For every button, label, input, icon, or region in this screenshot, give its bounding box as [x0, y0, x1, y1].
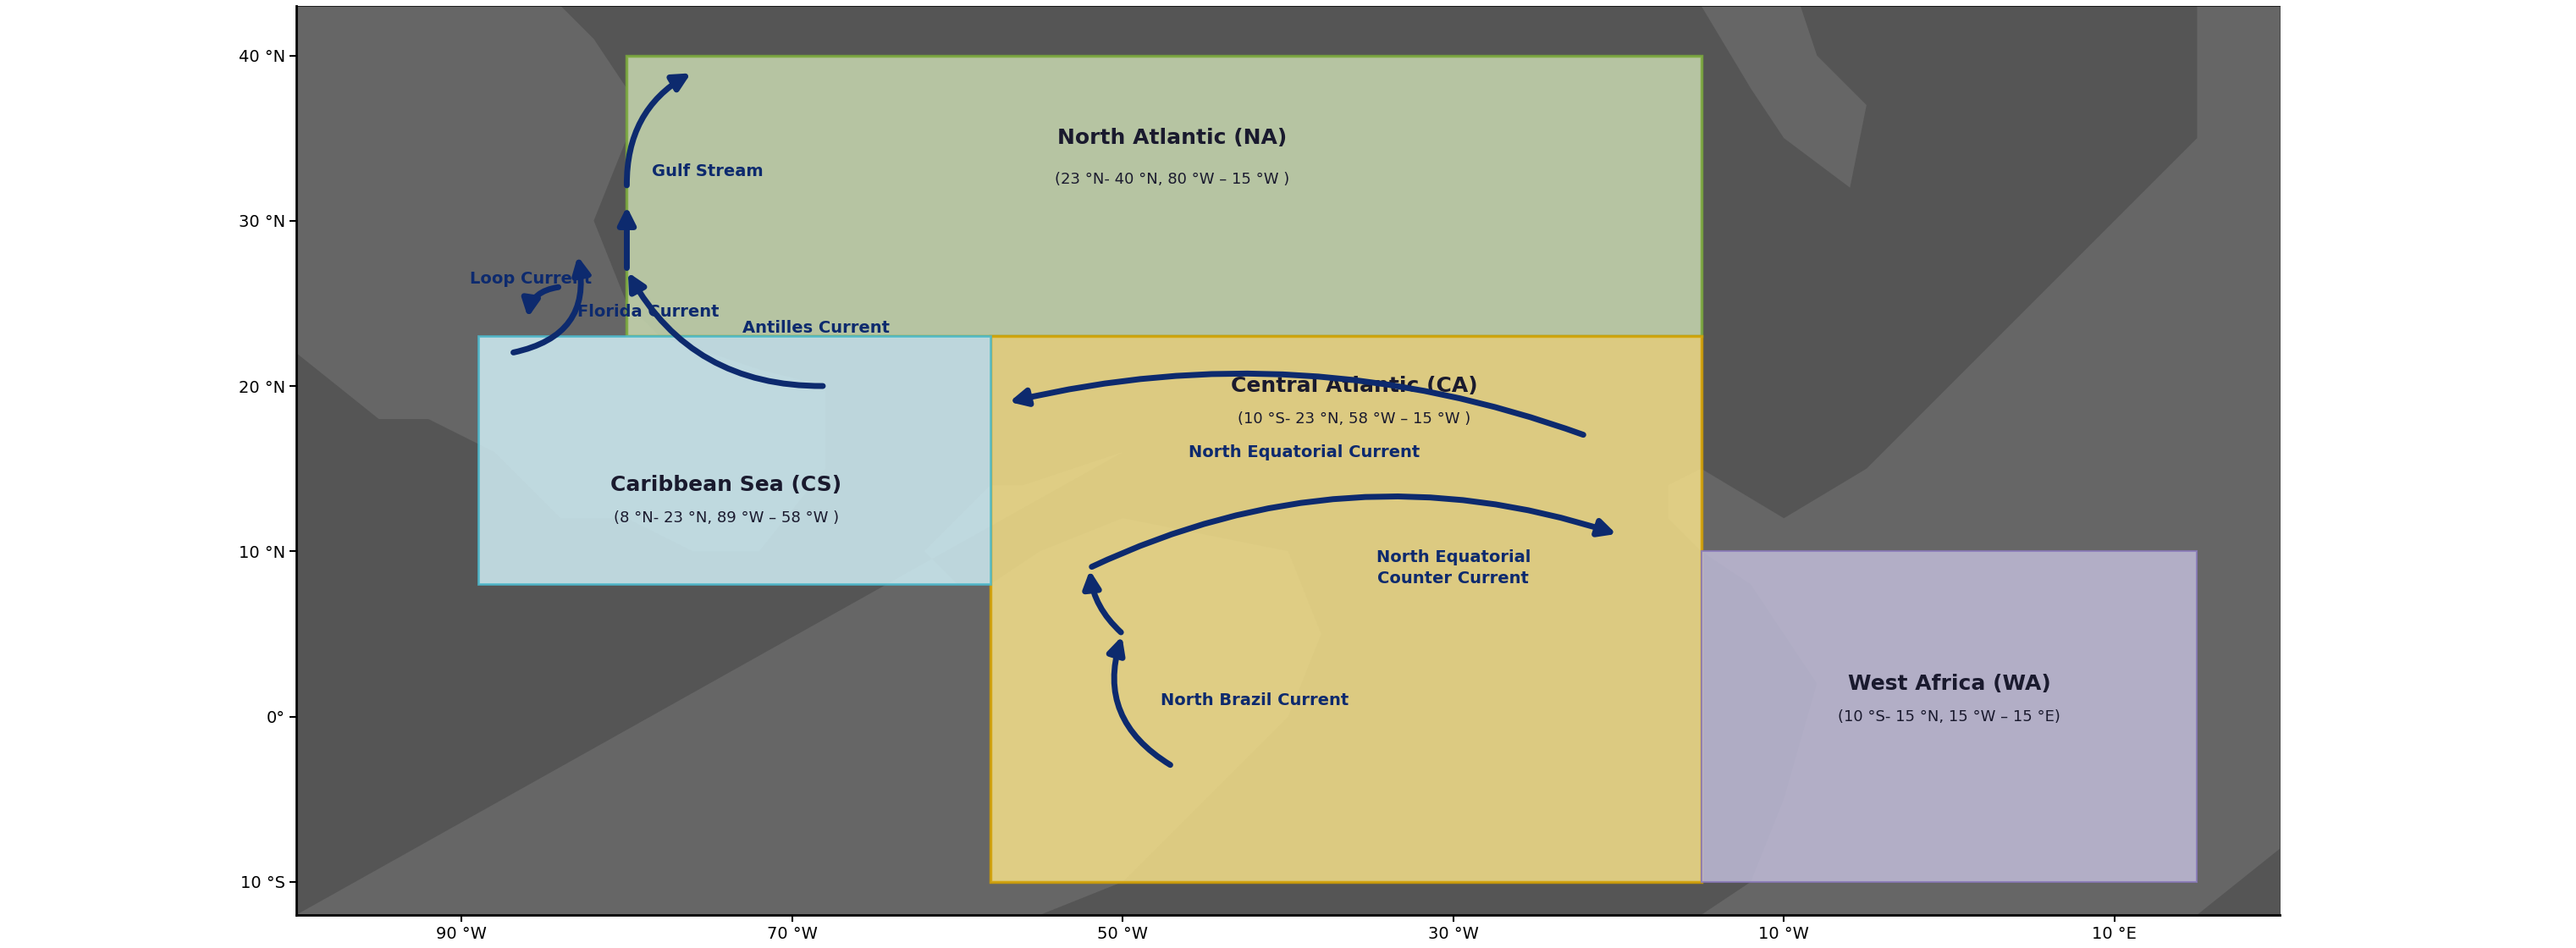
Polygon shape [925, 552, 1321, 915]
FancyBboxPatch shape [479, 337, 992, 584]
Text: North Equatorial
Counter Current: North Equatorial Counter Current [1376, 549, 1530, 587]
FancyBboxPatch shape [1700, 552, 2197, 882]
Text: Caribbean Sea (CS): Caribbean Sea (CS) [611, 475, 842, 495]
Polygon shape [1669, 6, 2280, 915]
Text: North Atlantic (NA): North Atlantic (NA) [1059, 128, 1288, 148]
Text: North Brazil Current: North Brazil Current [1162, 692, 1350, 708]
Text: West Africa (WA): West Africa (WA) [1847, 673, 2050, 694]
Text: (8 °N- 23 °N, 89 °W – 58 °W ): (8 °N- 23 °N, 89 °W – 58 °W ) [613, 511, 840, 526]
FancyBboxPatch shape [626, 56, 1700, 337]
Text: Florida Current: Florida Current [577, 303, 719, 319]
Text: North Equatorial Current: North Equatorial Current [1190, 444, 1419, 460]
Text: Loop Current: Loop Current [469, 270, 592, 286]
Polygon shape [296, 6, 1321, 915]
Text: (10 °S- 15 °N, 15 °W – 15 °E): (10 °S- 15 °N, 15 °W – 15 °E) [1837, 709, 2061, 724]
Text: (23 °N- 40 °N, 80 °W – 15 °W ): (23 °N- 40 °N, 80 °W – 15 °W ) [1056, 172, 1291, 187]
Text: Antilles Current: Antilles Current [742, 320, 889, 337]
FancyBboxPatch shape [992, 337, 1700, 882]
Text: Central Atlantic (CA): Central Atlantic (CA) [1231, 375, 1479, 396]
Polygon shape [1700, 6, 2280, 188]
Text: Gulf Stream: Gulf Stream [652, 163, 762, 179]
Text: (10 °S- 23 °N, 58 °W – 15 °W ): (10 °S- 23 °N, 58 °W – 15 °W ) [1236, 411, 1471, 427]
